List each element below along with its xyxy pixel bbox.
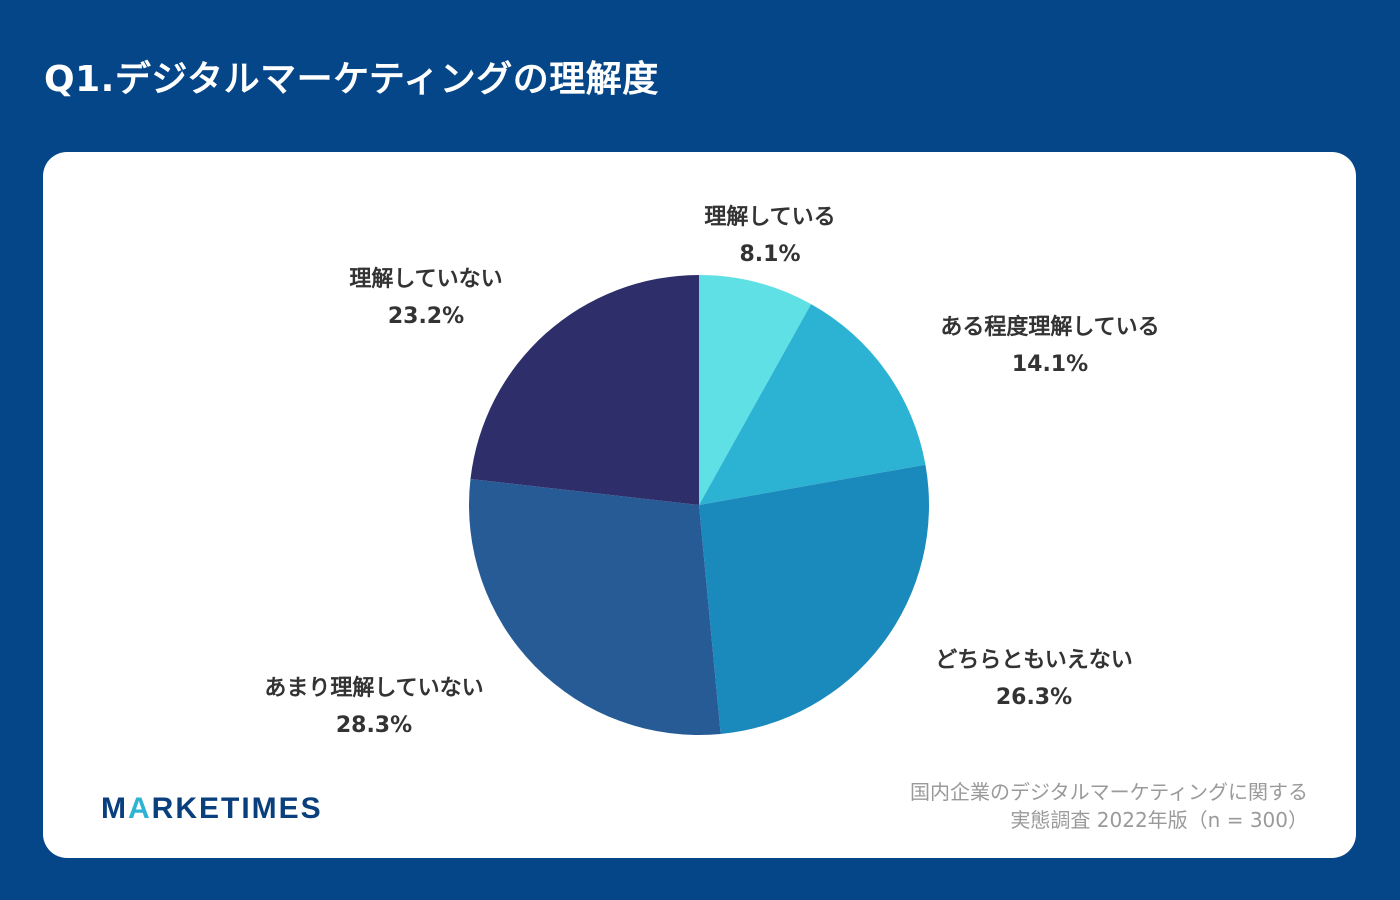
source-line-2: 実態調査 2022年版（n = 300） [1010,808,1308,832]
marketimes-logo: MARKETIMES [101,792,323,826]
slice-value-label: 28.3% [336,713,412,738]
slice-value-label: 23.2% [388,304,464,329]
logo-suffix: RKETIMES [151,792,323,825]
chart-card: 理解している 8.1% ある程度理解している 14.1% どちらともいえない 26.3% あ… [43,152,1356,858]
pie-slices [469,275,929,735]
pie-slice [469,479,721,735]
logo-accent: A [128,792,152,825]
pie-slice [699,275,812,505]
pie-slice [470,275,699,505]
source-line-1: 国内企業のデジタルマーケティングに関する [910,780,1308,804]
slice-label: 理解している [704,204,835,230]
slice-label: あまり理解していない [264,675,483,701]
logo-prefix: M [101,792,128,825]
chart-title: Q1.デジタルマーケティングの理解度 [44,59,659,100]
pie-labels: 理解している 8.1% ある程度理解している 14.1% どちらともいえない 26.3% あ… [264,204,1159,738]
slice-label: ある程度理解している [940,314,1159,340]
pie-slice [699,304,926,505]
slice-value-label: 26.3% [996,685,1072,710]
pie-slice [699,464,929,734]
source-note: 国内企業のデジタルマーケティングに関する 実態調査 2022年版（n = 300… [910,778,1308,834]
slice-value-label: 14.1% [1012,352,1088,377]
slice-label: 理解していない [349,266,502,292]
slice-label: どちらともいえない [935,648,1133,673]
slice-value-label: 8.1% [739,242,800,267]
pie-chart: 理解している 8.1% ある程度理解している 14.1% どちらともいえない 26.3% あ… [264,204,1159,738]
